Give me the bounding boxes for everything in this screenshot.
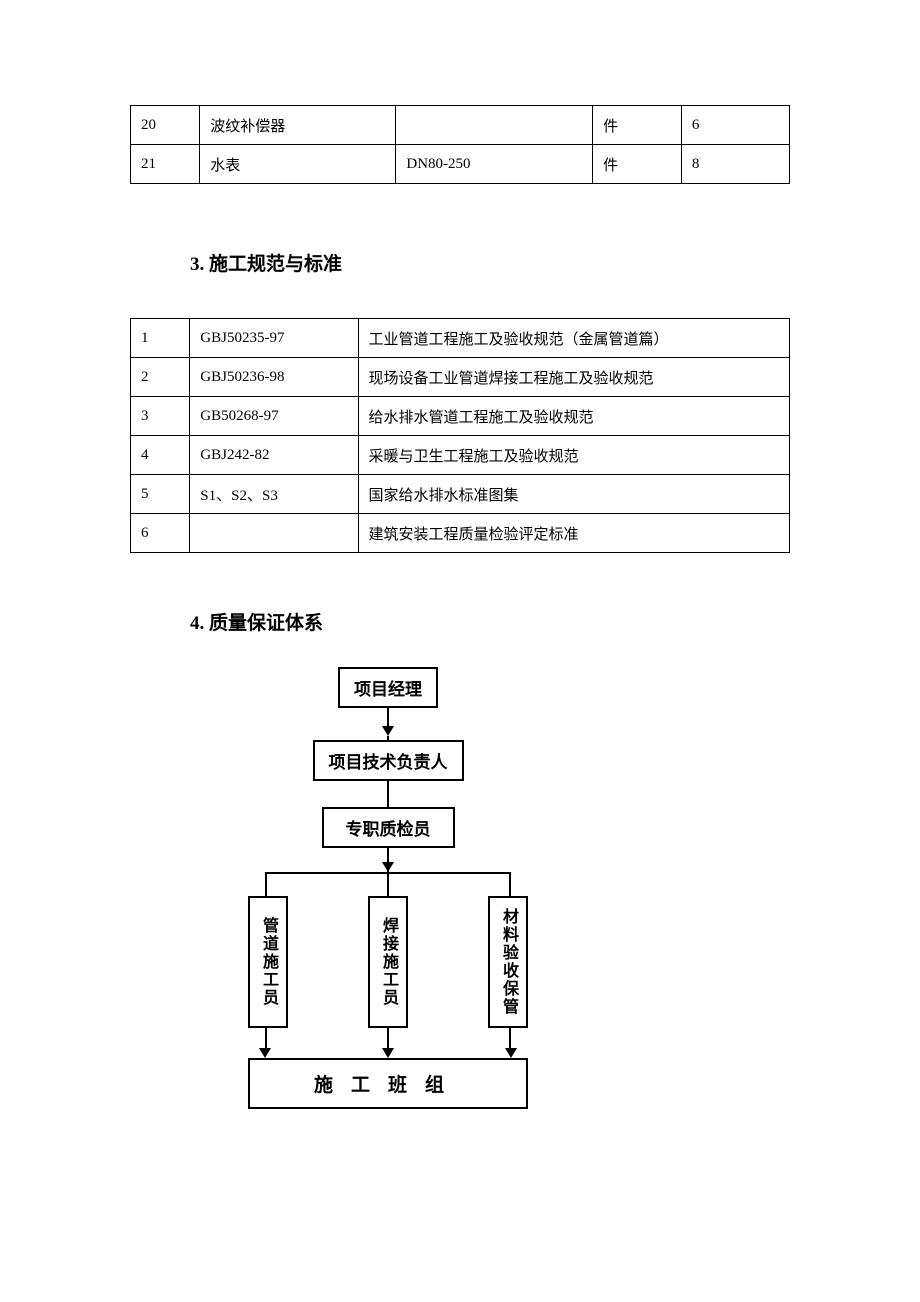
materials-table: 20 波纹补偿器 件 6 21 水表 DN80-250 件 8 <box>130 105 790 184</box>
org-node-material-keeper: 材料验收保管 <box>488 896 528 1028</box>
section-heading-4: 4. 质量保证体系 <box>190 608 790 635</box>
arrow-down-icon <box>259 1048 271 1058</box>
org-node-manager: 项目经理 <box>338 667 438 708</box>
org-node-tech-lead: 项目技术负责人 <box>313 740 464 781</box>
org-connector <box>387 848 389 862</box>
cell <box>190 514 358 553</box>
cell: GBJ50236-98 <box>190 358 358 397</box>
section-heading-3: 3. 施工规范与标准 <box>190 249 790 276</box>
cell: 6 <box>681 106 789 145</box>
table-row: 2 GBJ50236-98 现场设备工业管道焊接工程施工及验收规范 <box>131 358 790 397</box>
org-connector <box>265 1028 267 1048</box>
table-row: 6 建筑安装工程质量检验评定标准 <box>131 514 790 553</box>
org-merge <box>248 1028 528 1058</box>
cell: 给水排水管道工程施工及验收规范 <box>358 397 789 436</box>
arrow-down-icon <box>505 1048 517 1058</box>
org-connector <box>387 708 389 726</box>
cell: 8 <box>681 145 789 184</box>
cell: 1 <box>131 319 190 358</box>
cell: 6 <box>131 514 190 553</box>
cell: 3 <box>131 397 190 436</box>
org-connector <box>265 872 267 896</box>
cell: S1、S2、S3 <box>190 475 358 514</box>
standards-table: 1 GBJ50235-97 工业管道工程施工及验收规范（金属管道篇） 2 GBJ… <box>130 318 790 553</box>
cell: GB50268-97 <box>190 397 358 436</box>
org-node-team: 施工班组 <box>248 1058 528 1109</box>
cell: 采暖与卫生工程施工及验收规范 <box>358 436 789 475</box>
cell <box>396 106 593 145</box>
cell: 2 <box>131 358 190 397</box>
cell: 现场设备工业管道焊接工程施工及验收规范 <box>358 358 789 397</box>
table-row: 3 GB50268-97 给水排水管道工程施工及验收规范 <box>131 397 790 436</box>
org-node-weld-worker: 焊接施工员 <box>368 896 408 1028</box>
cell: 件 <box>593 145 682 184</box>
cell: 波纹补偿器 <box>200 106 396 145</box>
org-connector <box>387 1028 389 1048</box>
org-node-pipe-worker: 管道施工员 <box>248 896 288 1028</box>
org-connector <box>387 781 389 807</box>
org-row-workers: 管道施工员 焊接施工员 材料验收保管 <box>248 896 528 1028</box>
cell: GBJ50235-97 <box>190 319 358 358</box>
cell: 5 <box>131 475 190 514</box>
org-connector <box>509 872 511 896</box>
cell: 20 <box>131 106 200 145</box>
cell: 国家给水排水标准图集 <box>358 475 789 514</box>
cell: 21 <box>131 145 200 184</box>
org-node-qc: 专职质检员 <box>322 807 455 848</box>
cell: DN80-250 <box>396 145 593 184</box>
cell: GBJ242-82 <box>190 436 358 475</box>
table-row: 21 水表 DN80-250 件 8 <box>131 145 790 184</box>
arrow-down-icon <box>382 1048 394 1058</box>
org-chart: 项目经理 项目技术负责人 专职质检员 管道施工员 焊接施工员 材料验收保管 <box>248 667 528 1109</box>
cell: 工业管道工程施工及验收规范（金属管道篇） <box>358 319 789 358</box>
org-split <box>248 872 528 896</box>
org-connector <box>509 1028 511 1048</box>
org-connector <box>387 862 389 896</box>
table-row: 20 波纹补偿器 件 6 <box>131 106 790 145</box>
arrow-down-icon <box>382 726 394 736</box>
cell: 水表 <box>200 145 396 184</box>
table-row: 5 S1、S2、S3 国家给水排水标准图集 <box>131 475 790 514</box>
table-row: 4 GBJ242-82 采暖与卫生工程施工及验收规范 <box>131 436 790 475</box>
cell: 件 <box>593 106 682 145</box>
cell: 4 <box>131 436 190 475</box>
table-row: 1 GBJ50235-97 工业管道工程施工及验收规范（金属管道篇） <box>131 319 790 358</box>
cell: 建筑安装工程质量检验评定标准 <box>358 514 789 553</box>
